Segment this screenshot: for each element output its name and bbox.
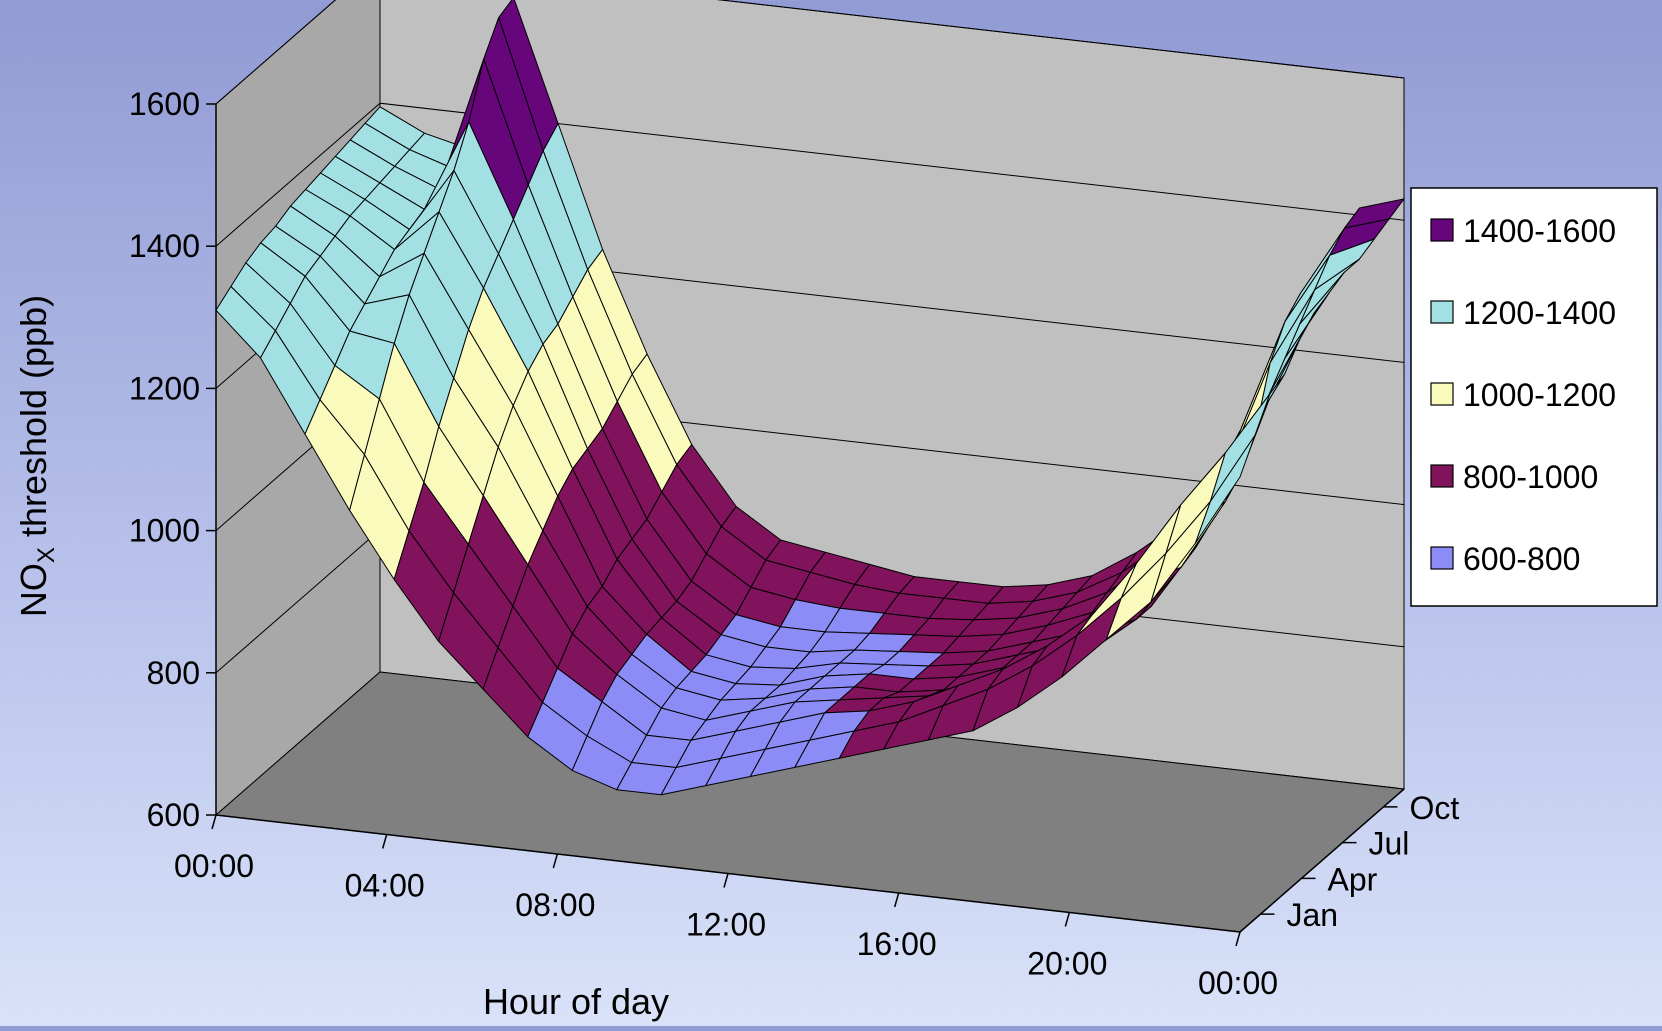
x-tick-label: 08:00 — [515, 887, 595, 923]
y-axis-label-subscript: X — [33, 547, 60, 563]
depth-tick-label: Jan — [1287, 897, 1339, 933]
z-tick-label: 1000 — [129, 513, 200, 549]
x-tick-mark — [724, 874, 728, 888]
x-tick-label: 00:00 — [1198, 965, 1278, 1001]
legend-label: 1200-1400 — [1463, 295, 1616, 331]
x-tick-label: 04:00 — [345, 868, 425, 904]
x-tick-mark — [212, 815, 216, 829]
depth-tick-label: Apr — [1328, 861, 1378, 897]
z-tick-label: 800 — [147, 655, 200, 691]
x-tick-mark — [1065, 913, 1069, 927]
z-tick-label: 600 — [147, 797, 200, 833]
legend-swatch — [1431, 465, 1453, 487]
x-axis-label: Hour of day — [483, 981, 669, 1022]
y-axis-label-rest: threshold (ppb) — [13, 295, 54, 547]
chart-legend: 1400-1600 1200-1400 1000-1200 800-1000 600-8… — [1411, 188, 1657, 606]
z-tick-label: 1200 — [129, 370, 200, 406]
legend-swatch — [1431, 301, 1453, 323]
legend-label: 1000-1200 — [1463, 377, 1616, 413]
legend-label: 600-800 — [1463, 541, 1580, 577]
z-tick-label: 1600 — [129, 86, 200, 122]
x-tick-mark — [895, 893, 899, 907]
x-tick-label: 20:00 — [1027, 946, 1107, 982]
z-tick-label: 1400 — [129, 228, 200, 264]
x-tick-mark — [383, 835, 387, 849]
legend-swatch — [1431, 383, 1453, 405]
x-tick-mark — [553, 854, 557, 868]
legend-swatch — [1431, 219, 1453, 241]
depth-tick-label: Jul — [1369, 826, 1410, 862]
legend-label: 1400-1600 — [1463, 213, 1616, 249]
y-axis-label-main: NO — [13, 563, 54, 617]
x-tick-mark — [1236, 932, 1240, 946]
x-tick-label: 00:00 — [174, 848, 254, 884]
x-tick-label: 16:00 — [857, 926, 937, 962]
y-axis-label: NOX threshold (ppb) — [13, 295, 60, 617]
depth-tick-label: Oct — [1410, 790, 1460, 826]
x-tick-label: 12:00 — [686, 907, 766, 943]
legend-label: 800-1000 — [1463, 459, 1598, 495]
legend-swatch — [1431, 547, 1453, 569]
